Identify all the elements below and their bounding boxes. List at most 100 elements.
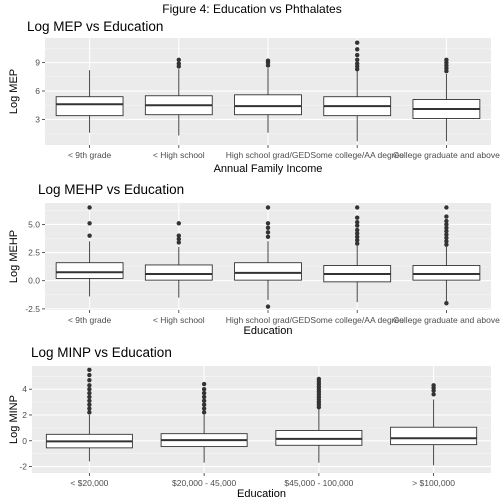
plot-background (32, 366, 491, 473)
outlier-point (444, 232, 449, 237)
box-body (412, 265, 481, 281)
outlier-point (444, 218, 449, 224)
box-4 (390, 383, 478, 466)
x-tick-label: $20,000 - 45,000 (172, 478, 237, 488)
outlier-point (201, 394, 207, 400)
x-axis-label: Annual Family Income (214, 163, 323, 175)
outlier-point (201, 381, 207, 387)
box-1 (45, 367, 133, 462)
y-tick-label: 0 (22, 436, 27, 446)
outlier-point (444, 301, 449, 306)
outlier-point (355, 231, 360, 236)
x-tick-label: High school grad/GED (226, 150, 311, 160)
x-tick-label: College graduate and above (393, 150, 500, 160)
outlier-point (355, 237, 360, 243)
outlier-point (265, 304, 271, 309)
box-3 (275, 376, 363, 463)
box-4 (323, 205, 392, 303)
outlier-point (201, 387, 207, 392)
outlier-point (355, 241, 360, 246)
outlier-point (87, 387, 92, 392)
outlier-point (87, 383, 92, 388)
box-body (55, 262, 124, 279)
outlier-point (444, 57, 449, 62)
x-tick-label: < 9th grade (68, 150, 112, 160)
x-tick-label: College graduate and above (393, 315, 500, 325)
y-tick-label: -2.5 (25, 304, 40, 314)
y-tick-label: 6 (35, 86, 40, 96)
outlier-point (87, 233, 92, 238)
y-tick-label: 9 (35, 58, 40, 68)
outlier-point (444, 239, 449, 244)
y-tick-label: 5.0 (28, 219, 40, 229)
outlier-point (201, 406, 207, 411)
panel-title: Log MEHP vs Education (38, 182, 184, 197)
x-tick-label: Some college/AA degree (310, 150, 404, 160)
chart-panel-1: Log MEP vs Education 3 6 9 < 9th grade < High… (8, 19, 500, 175)
outlier-point (87, 377, 92, 383)
outlier-point (265, 234, 271, 239)
chart-panel-2: Log MEHP vs Education -2.5 0.0 2.5 5.0 < 9th … (8, 182, 500, 337)
outlier-point (176, 233, 181, 238)
box-3 (234, 205, 302, 309)
y-tick-label: -2 (19, 462, 27, 472)
outlier-point (87, 367, 92, 373)
box-body (144, 264, 213, 281)
box-2 (144, 221, 213, 298)
chart-panels: Log MEP vs Education 3 6 9 < 9th grade < High… (8, 19, 500, 500)
box-body (234, 94, 302, 116)
outlier-point (265, 221, 271, 226)
box-body (234, 262, 302, 281)
chart-panel-3: Log MINP vs Education -2 0 2 4 < $20,000 $20,0… (8, 345, 491, 500)
x-axis-label: Education (244, 325, 293, 337)
outlier-point (201, 402, 207, 407)
x-tick-label: High school grad/GED (226, 315, 311, 325)
outlier-point (444, 242, 449, 247)
x-tick-label: $45,000 - 100,000 (284, 478, 353, 488)
box-5 (412, 57, 481, 142)
outlier-point (355, 61, 360, 66)
outlier-point (265, 230, 271, 235)
outlier-point (355, 47, 360, 52)
outlier-point (444, 228, 449, 234)
y-tick-label: 2.5 (28, 248, 40, 258)
outlier-point (444, 235, 449, 241)
outlier-point (87, 398, 92, 404)
outlier-point (87, 410, 92, 415)
outlier-point (201, 390, 207, 396)
outlier-point (176, 240, 181, 245)
outlier-point (444, 222, 449, 227)
box-1 (55, 70, 124, 133)
outlier-point (265, 205, 271, 210)
y-tick-label: 0.0 (28, 276, 40, 286)
box-body (55, 96, 124, 117)
y-tick-label: 2 (22, 410, 27, 420)
outlier-point (355, 215, 360, 220)
outlier-point (176, 236, 181, 242)
x-tick-label: > $100,000 (412, 478, 455, 488)
box-2 (144, 57, 213, 136)
panel-title: Log MEP vs Education (27, 19, 163, 34)
outlier-point (355, 234, 360, 239)
panel-title: Log MINP vs Education (31, 345, 172, 360)
x-axis-label: Education (237, 488, 286, 500)
x-tick-label: < High school (153, 315, 205, 325)
outlier-point (444, 205, 449, 210)
x-tick-label: < $20,000 (70, 478, 108, 488)
outlier-point (176, 61, 181, 66)
y-axis-label: Log MEP (8, 69, 20, 114)
outlier-point (265, 225, 271, 230)
outlier-point (201, 410, 207, 415)
outlier-point (87, 402, 92, 407)
y-tick-label: 3 (35, 114, 40, 124)
outlier-point (87, 394, 92, 400)
box-5 (412, 205, 481, 306)
box-2 (160, 381, 248, 463)
outlier-point (355, 40, 360, 45)
y-axis-label: Log MEHP (8, 230, 20, 283)
outlier-point (265, 58, 271, 63)
outlier-point (201, 398, 207, 404)
outlier-point (355, 57, 360, 62)
box-body (390, 426, 478, 446)
